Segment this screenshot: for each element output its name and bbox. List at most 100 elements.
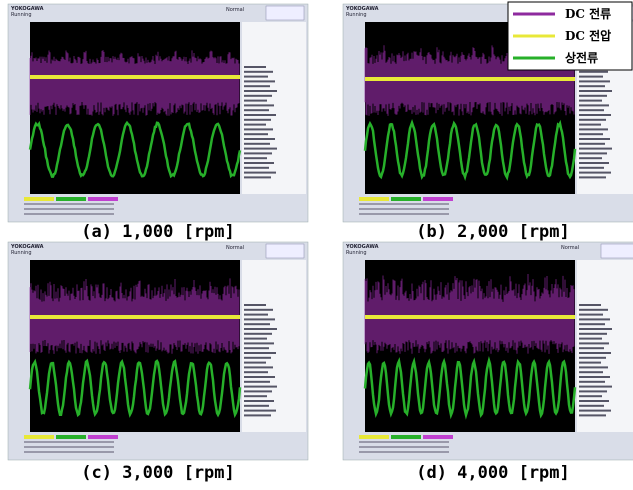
readout-line [244, 390, 272, 392]
readout-line [579, 162, 609, 164]
readout-line [579, 119, 606, 121]
offset-button [601, 244, 633, 258]
readout-line [579, 304, 601, 306]
readout-line [579, 152, 607, 154]
channel-info [24, 451, 114, 453]
readout-line [579, 390, 607, 392]
channel-tag [56, 435, 86, 439]
readout-line [579, 328, 612, 330]
readout-line [244, 309, 273, 311]
channel-info [359, 208, 449, 210]
readout-line [244, 333, 272, 335]
readout-line [579, 172, 611, 174]
legend-label: DC 전류 [565, 6, 611, 21]
readout-line [579, 104, 609, 106]
readout-line [244, 128, 273, 130]
readout-line [579, 395, 602, 397]
readout-line [579, 114, 611, 116]
readout-line [244, 304, 266, 306]
readout-line [579, 342, 609, 344]
readout-line [244, 157, 267, 159]
readout-line [579, 71, 608, 73]
readout-line [579, 352, 611, 354]
readout-line [579, 410, 611, 412]
status: Running [346, 12, 367, 18]
readout-line [244, 376, 275, 378]
readout-line [244, 395, 267, 397]
readout-line [244, 85, 270, 87]
readout-line [244, 371, 268, 373]
channel-tag [88, 197, 118, 201]
readout-line [244, 347, 269, 349]
dc-voltage-trace [30, 315, 240, 319]
readout-line [579, 405, 604, 407]
channel-info [359, 203, 449, 205]
readout-line [579, 314, 603, 316]
channel-info [24, 203, 114, 205]
readout-line [244, 148, 277, 150]
readout-line [244, 352, 276, 354]
readout-line [579, 133, 603, 135]
channel-info [359, 213, 449, 215]
readout-line [579, 362, 601, 364]
readout-line [244, 109, 269, 111]
channel-info [24, 208, 114, 210]
readout-line [244, 386, 277, 388]
figure: YOKOGAWARunningNormal(a) 1,000 [rpm]YOKO… [0, 0, 633, 490]
readout-line [579, 148, 612, 150]
dc-voltage-trace [365, 77, 575, 81]
readout-line [579, 371, 603, 373]
scope-screen: YOKOGAWARunningNormal [343, 242, 633, 460]
readout-line [244, 66, 266, 68]
status: Running [346, 250, 367, 256]
dc-voltage-trace [30, 75, 240, 79]
channel-info [24, 446, 114, 448]
readout-line [244, 381, 270, 383]
readout-line [579, 357, 606, 359]
readout-line [244, 342, 274, 344]
dc-voltage-trace [365, 315, 575, 319]
channel-info [24, 441, 114, 443]
readout-line [244, 152, 272, 154]
readout-line [244, 362, 266, 364]
readout-line [244, 357, 271, 359]
readout-line [579, 95, 607, 97]
readout-line [244, 366, 273, 368]
readout-line [244, 323, 270, 325]
mode: Normal [561, 245, 579, 251]
readout-line [244, 114, 276, 116]
readout-line [244, 95, 272, 97]
readout-line [244, 76, 268, 78]
readout-line [579, 338, 602, 340]
readout-line [244, 90, 277, 92]
status: Running [11, 250, 32, 256]
offset-button [266, 244, 304, 258]
status: Running [11, 12, 32, 18]
readout-line [244, 80, 275, 82]
readout-line [579, 366, 608, 368]
channel-info [24, 213, 114, 215]
readout-line [579, 323, 605, 325]
channel-tag [24, 435, 54, 439]
readout-line [579, 80, 610, 82]
readout-line [244, 414, 271, 416]
caption: (b) 2,000 [rpm] [416, 222, 570, 242]
readout-line [579, 157, 602, 159]
readout-line [244, 162, 274, 164]
legend-label: DC 전압 [565, 28, 611, 43]
readout-line [579, 414, 606, 416]
legend-label: 상전류 [565, 50, 598, 65]
readout-line [579, 386, 612, 388]
channel-info [359, 441, 449, 443]
readout-line [579, 176, 606, 178]
channel-tag [423, 435, 453, 439]
readout-line [244, 124, 266, 126]
readout-line [579, 124, 601, 126]
readout-line [579, 400, 609, 402]
caption: (a) 1,000 [rpm] [81, 222, 235, 242]
caption: (c) 3,000 [rpm] [81, 463, 235, 483]
readout-line [244, 143, 270, 145]
readout-line [244, 400, 274, 402]
readout-line [244, 328, 277, 330]
